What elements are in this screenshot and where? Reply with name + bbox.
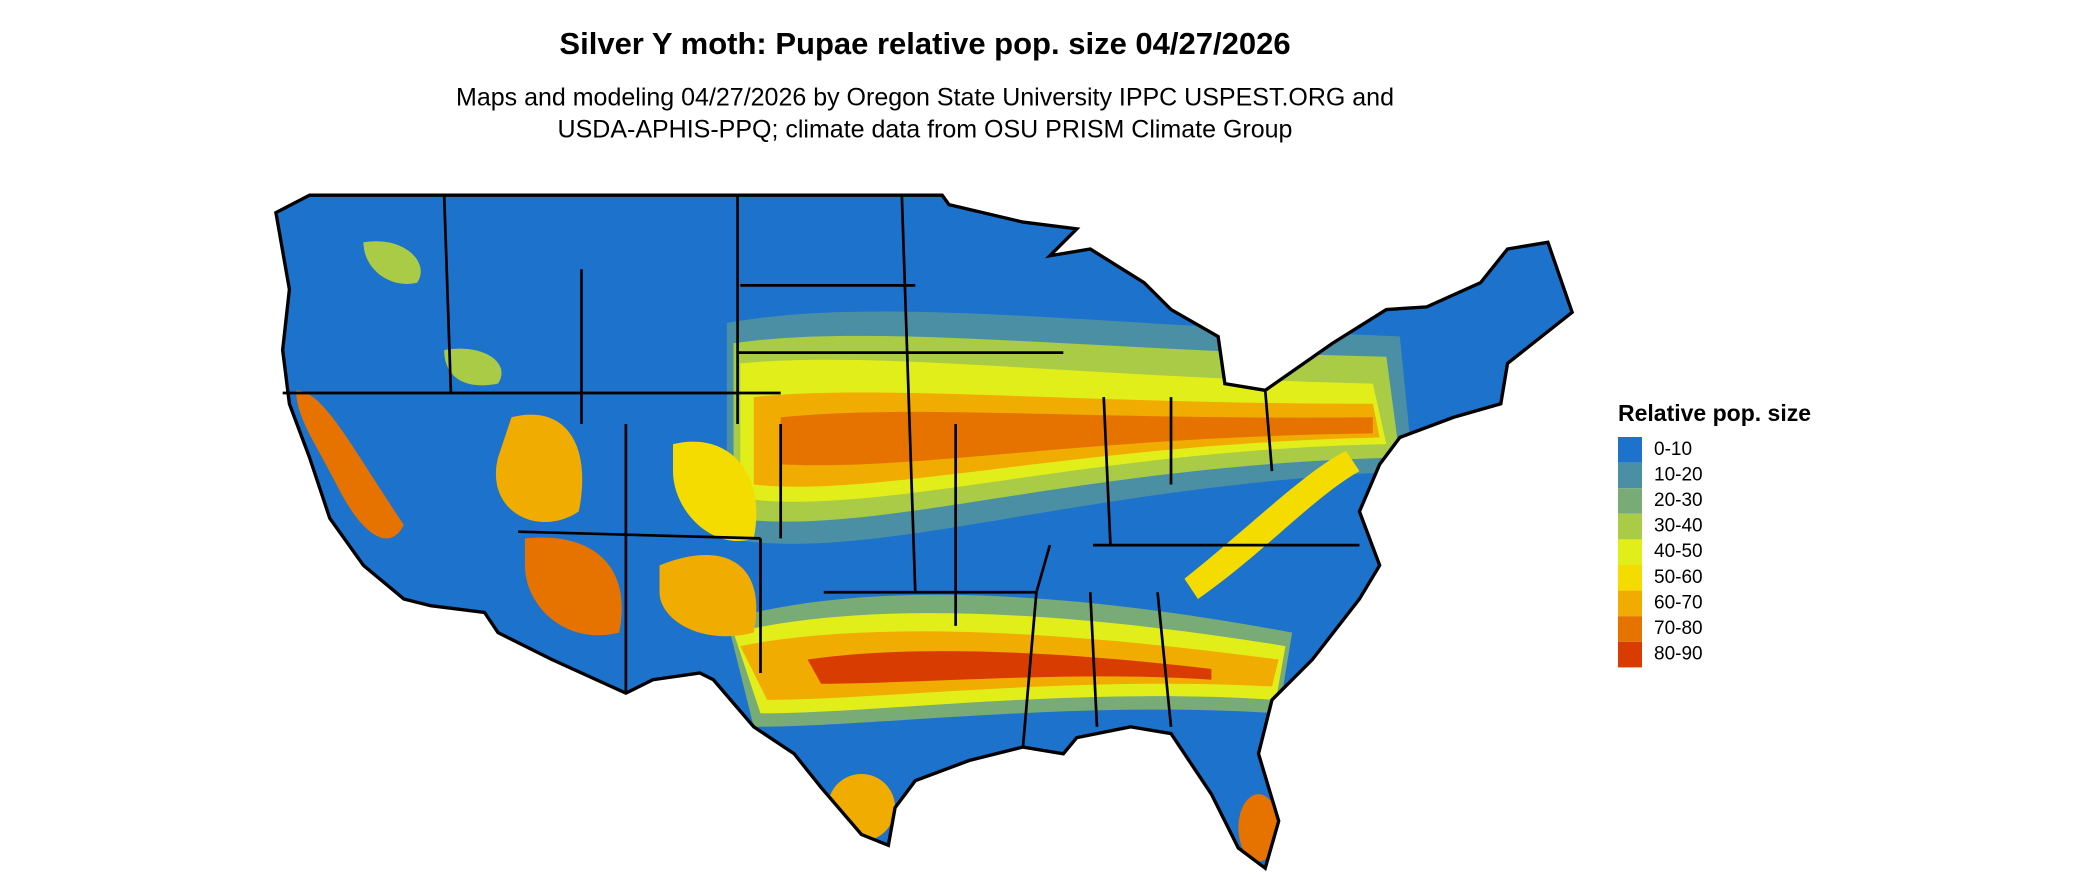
legend-swatch [1618, 488, 1642, 514]
pop-band [363, 241, 421, 284]
pop-band [780, 411, 1373, 466]
map-subtitle: USDA-APHIS-PPQ; climate data from OSU PR… [558, 116, 1293, 144]
pop-band [673, 441, 757, 542]
state-borders [274, 193, 1574, 870]
legend-label: 60-70 [1654, 592, 1703, 613]
pop-band [296, 390, 404, 539]
legend-label: 80-90 [1654, 644, 1703, 665]
pop-band [807, 651, 1212, 684]
legend-swatch [1618, 590, 1642, 617]
legend-swatch [1618, 513, 1642, 540]
us-map [274, 193, 1574, 870]
map-title: Silver Y moth: Pupae relative pop. size … [559, 26, 1290, 61]
legend-swatch [1618, 616, 1642, 642]
map-base [275, 195, 1573, 869]
pop-band [495, 414, 583, 523]
map-subtitle: Maps and modeling 04/27/2026 by Oregon S… [456, 84, 1394, 112]
pop-band [659, 555, 757, 637]
legend-label: 0-10 [1654, 439, 1692, 460]
legend-label: 70-80 [1654, 618, 1703, 639]
legend-title: Relative pop. size [1618, 400, 1811, 426]
legend-swatch [1618, 437, 1642, 463]
legend: 0-10 10-20 20-30 30-40 40-50 50-60 60-70 70-80 8… [1618, 437, 1703, 668]
legend-label: 40-50 [1654, 541, 1703, 562]
legend-label: 30-40 [1654, 516, 1703, 537]
legend-swatch [1618, 641, 1642, 668]
legend-swatch [1618, 565, 1642, 591]
legend-swatch [1618, 462, 1642, 489]
pop-band [1184, 450, 1360, 599]
legend-swatch [1618, 539, 1642, 565]
pop-band [444, 348, 502, 386]
legend-label: 50-60 [1654, 567, 1703, 588]
legend-label: 20-30 [1654, 490, 1703, 511]
pop-band [524, 537, 622, 636]
legend-label: 10-20 [1654, 464, 1703, 485]
pop-band [1238, 794, 1279, 862]
